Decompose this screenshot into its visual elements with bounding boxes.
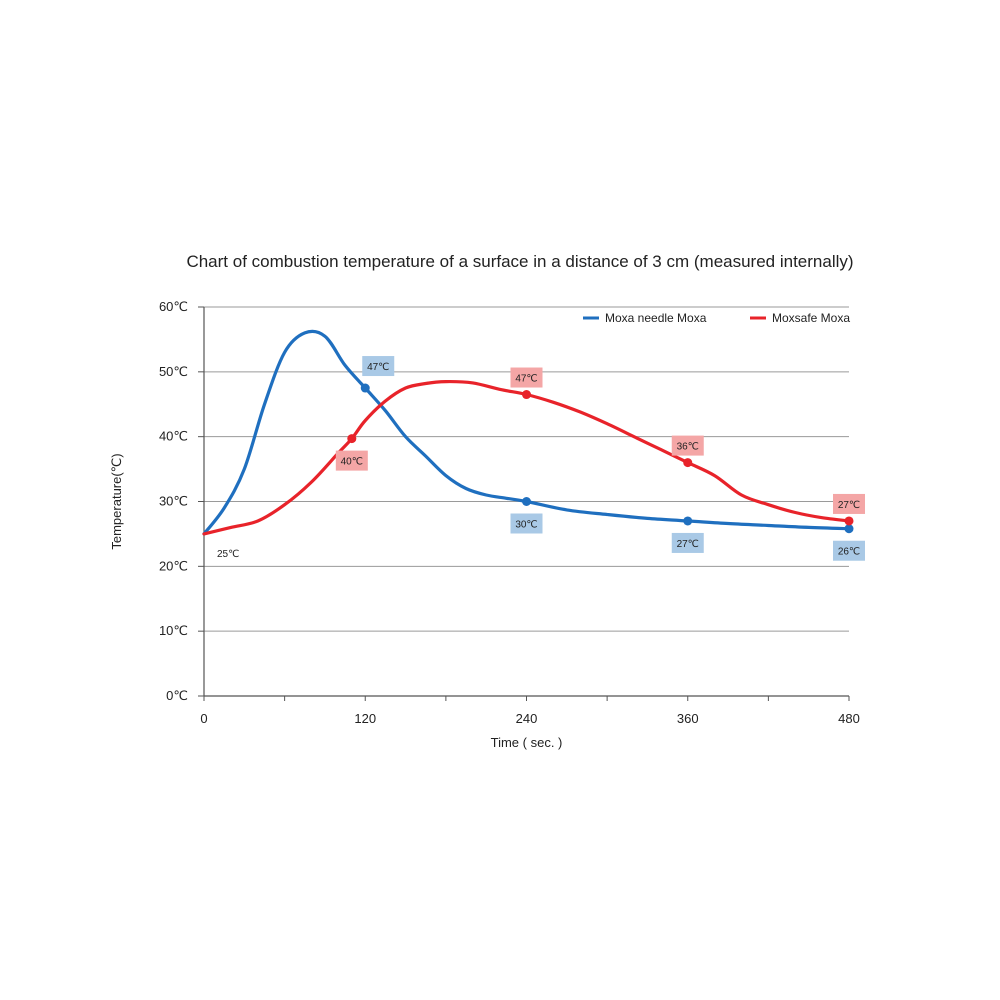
y-axis-label: Temperature(℃) [109, 453, 124, 549]
data-point-marker [360, 383, 370, 393]
callout-box [833, 540, 865, 561]
callout-box [510, 367, 543, 388]
data-point-marker [844, 524, 854, 534]
y-tick-label: 30℃ [159, 494, 188, 509]
y-tick-label: 10℃ [159, 623, 188, 638]
callout-label: 27℃ [677, 539, 699, 550]
y-tick-label: 60℃ [159, 299, 188, 314]
callout-label: 36℃ [677, 442, 699, 453]
x-tick-label: 0 [200, 711, 207, 726]
y-tick-label: 0℃ [166, 688, 188, 703]
x-tick-label: 120 [354, 711, 376, 726]
data-point-marker [683, 516, 693, 526]
callout-label: 47℃ [515, 374, 537, 385]
callout-label: 47℃ [367, 362, 389, 373]
data-point-marker [522, 497, 531, 506]
start-annotation: 25℃ [217, 549, 239, 560]
callout-box [671, 435, 704, 456]
callout-box [335, 450, 368, 471]
x-tick-label: 480 [838, 711, 860, 726]
callout-box [671, 532, 704, 553]
callout-label: 30℃ [515, 520, 537, 531]
y-tick-label: 20℃ [159, 558, 188, 573]
data-point-marker [683, 458, 693, 468]
callout-label: 40℃ [341, 457, 363, 468]
legend-label-1: Moxsafe Moxa [772, 311, 850, 325]
y-tick-label: 40℃ [159, 429, 188, 444]
y-tick-label: 50℃ [159, 364, 188, 379]
legend-label-0: Moxa needle Moxa [605, 311, 707, 325]
callout-box [833, 493, 865, 514]
chart-title: Chart of combustion temperature of a sur… [186, 252, 854, 271]
data-point-marker [347, 434, 357, 444]
callout-box [510, 513, 543, 534]
x-axis-label: Time ( sec. ) [491, 735, 563, 750]
data-point-marker [844, 516, 854, 526]
data-point-marker [522, 390, 531, 400]
x-tick-label: 240 [516, 711, 538, 726]
callout-box [362, 356, 395, 377]
series-line-1 [202, 379, 851, 536]
callout-label: 26℃ [838, 547, 860, 558]
callout-label: 27℃ [838, 500, 860, 511]
x-tick-label: 360 [677, 711, 699, 726]
